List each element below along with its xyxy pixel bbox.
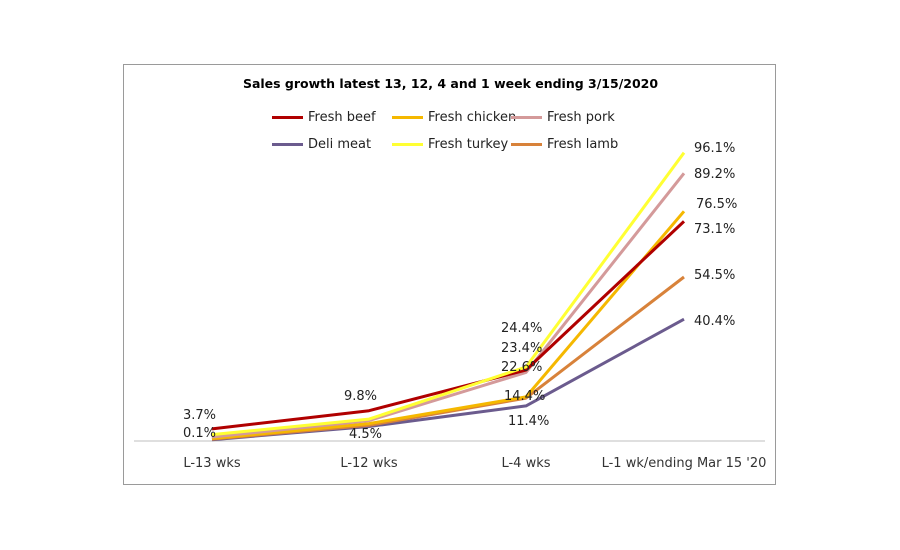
data-label: 14.4% bbox=[504, 389, 546, 404]
data-label: 0.1% bbox=[183, 426, 217, 441]
legend-swatch bbox=[511, 142, 542, 146]
data-label: 22.6% bbox=[501, 360, 543, 375]
legend-swatch bbox=[392, 142, 423, 146]
data-label: 73.1% bbox=[694, 222, 736, 237]
x-tick-label: L-13 wks bbox=[183, 456, 241, 471]
series-line-fresh-beef bbox=[211, 220, 686, 431]
data-label: 3.7% bbox=[183, 408, 217, 423]
legend-label: Deli meat bbox=[308, 136, 372, 152]
legend-item-deli-meat: Deli meat bbox=[272, 136, 371, 152]
legend-item-fresh-beef: Fresh beef bbox=[272, 109, 376, 125]
legend-label: Fresh chicken bbox=[428, 109, 517, 125]
data-label: 24.4% bbox=[501, 321, 543, 336]
legend-label: Fresh beef bbox=[308, 109, 376, 125]
legend-item-fresh-chicken: Fresh chicken bbox=[392, 109, 516, 125]
data-label: 11.4% bbox=[508, 414, 550, 429]
data-label: 89.2% bbox=[694, 167, 736, 182]
legend-item-fresh-lamb: Fresh lamb bbox=[511, 136, 618, 152]
data-label: 96.1% bbox=[694, 141, 736, 156]
legend-item-fresh-pork: Fresh pork bbox=[511, 109, 615, 125]
x-tick-label: L-4 wks bbox=[501, 456, 551, 471]
chart-title: Sales growth latest 13, 12, 4 and 1 week… bbox=[242, 76, 659, 91]
series-line-fresh-pork bbox=[211, 172, 686, 439]
legend-item-fresh-turkey: Fresh turkey bbox=[392, 136, 508, 152]
data-label: 23.4% bbox=[501, 341, 543, 356]
series-line-fresh-turkey bbox=[211, 151, 686, 437]
legend-label: Fresh lamb bbox=[547, 136, 619, 152]
plot-area bbox=[134, 151, 765, 442]
legend-swatch bbox=[392, 115, 423, 119]
legend-swatch bbox=[272, 115, 303, 119]
legend-label: Fresh turkey bbox=[428, 136, 509, 152]
data-label: 54.5% bbox=[694, 268, 736, 283]
x-tick-label: L-1 wk/ending Mar 15 '20 bbox=[601, 456, 767, 471]
legend-swatch bbox=[511, 115, 542, 119]
chart-frame: Sales growth latest 13, 12, 4 and 1 week… bbox=[123, 64, 776, 485]
data-label: 9.8% bbox=[344, 389, 378, 404]
legend-swatch bbox=[272, 142, 303, 146]
data-label: 40.4% bbox=[694, 314, 736, 329]
data-label: 76.5% bbox=[696, 197, 738, 212]
series-line-fresh-chicken bbox=[211, 210, 686, 440]
x-tick-label: L-12 wks bbox=[340, 456, 398, 471]
legend-label: Fresh pork bbox=[547, 109, 615, 125]
series-layer bbox=[211, 151, 686, 442]
data-label: 4.5% bbox=[349, 427, 383, 442]
